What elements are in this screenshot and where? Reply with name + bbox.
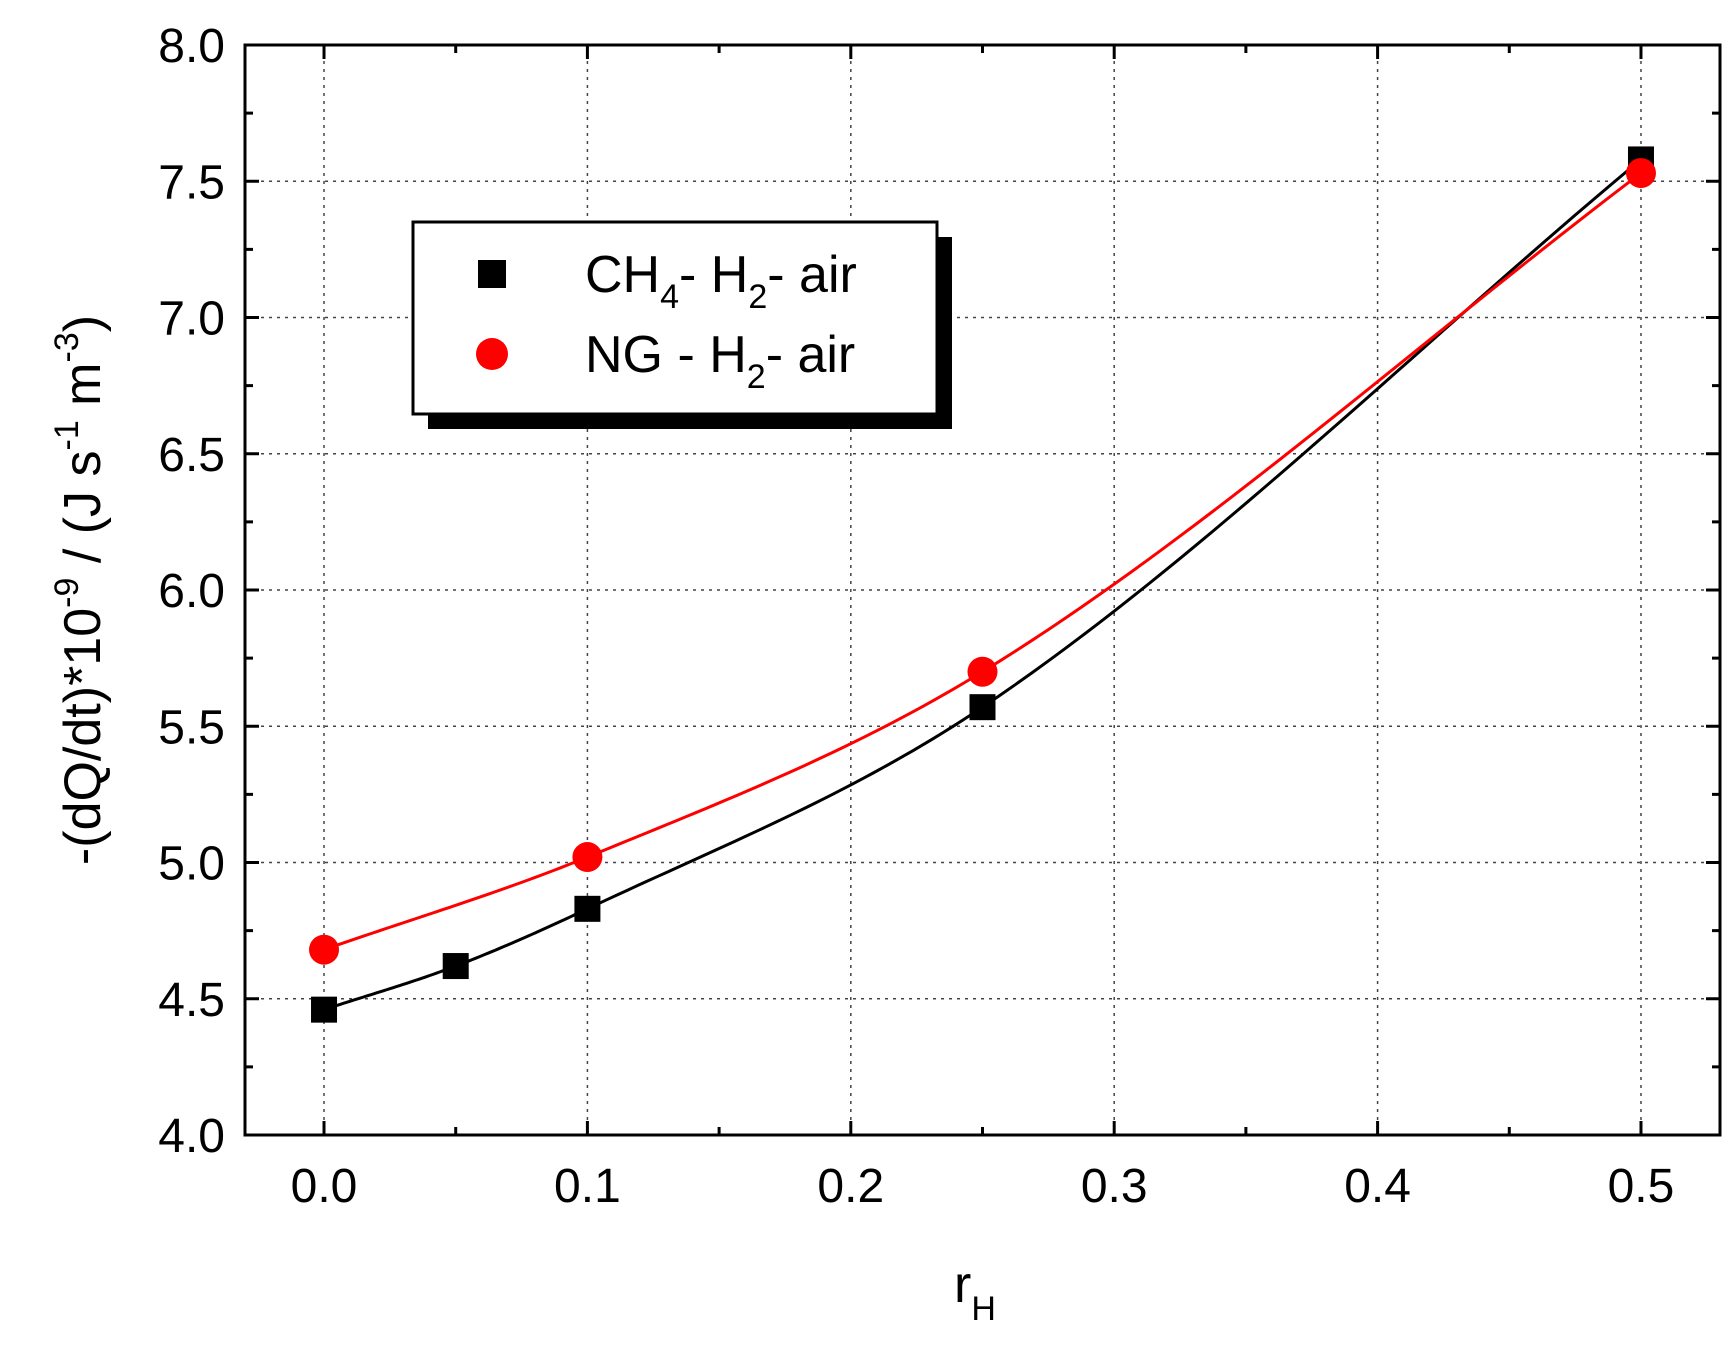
data-point-square (442, 953, 469, 980)
y-tick-label: 8.0 (158, 20, 225, 73)
y-tick-label: 5.5 (158, 701, 225, 754)
data-point-circle (309, 934, 340, 965)
x-tick-label: 0.1 (554, 1160, 621, 1213)
x-tick-labels: 0.0 0.1 0.2 0.3 0.4 0.5 (291, 1160, 1675, 1213)
data-point-circle (572, 842, 603, 873)
y-tick-label: 7.5 (158, 156, 225, 209)
x-axis-label: rH (954, 1256, 996, 1328)
data-point-circle (967, 656, 998, 687)
data-markers (309, 146, 1656, 1023)
y-tick-labels: 4.0 4.5 5.0 5.5 6.0 6.5 7.0 7.5 8.0 (158, 20, 225, 1163)
y-tick-label: 5.0 (158, 838, 225, 891)
legend-marker-circle (476, 338, 508, 370)
axis-ticks (245, 43, 1720, 1137)
data-point-square (969, 694, 996, 721)
y-tick-label: 4.5 (158, 974, 225, 1027)
y-tick-label: 6.0 (158, 565, 225, 618)
data-point-circle (1625, 158, 1656, 189)
x-tick-label: 0.3 (1081, 1160, 1148, 1213)
fit-curve-ng-h2-air (323, 171, 1642, 952)
data-point-square (574, 895, 601, 922)
x-tick-label: 0.0 (291, 1160, 358, 1213)
legend: CH4- H2- air NG - H2- air (411, 220, 952, 429)
x-tick-label: 0.4 (1344, 1160, 1411, 1213)
y-tick-label: 6.5 (158, 429, 225, 482)
legend-box (411, 220, 939, 416)
legend-label: NG - H2- air (585, 326, 855, 396)
grid (245, 45, 1720, 1135)
legend-marker-square (478, 260, 506, 288)
data-point-square (311, 996, 338, 1023)
y-tick-label: 4.0 (158, 1110, 225, 1163)
x-tick-label: 0.5 (1608, 1160, 1675, 1213)
legend-label: CH4- H2- air (585, 246, 857, 316)
y-tick-label: 7.0 (158, 293, 225, 346)
y-axis-label: -(dQ/dt)*10-9 / (J s-1 m-3) (48, 315, 112, 865)
x-tick-label: 0.2 (817, 1160, 884, 1213)
